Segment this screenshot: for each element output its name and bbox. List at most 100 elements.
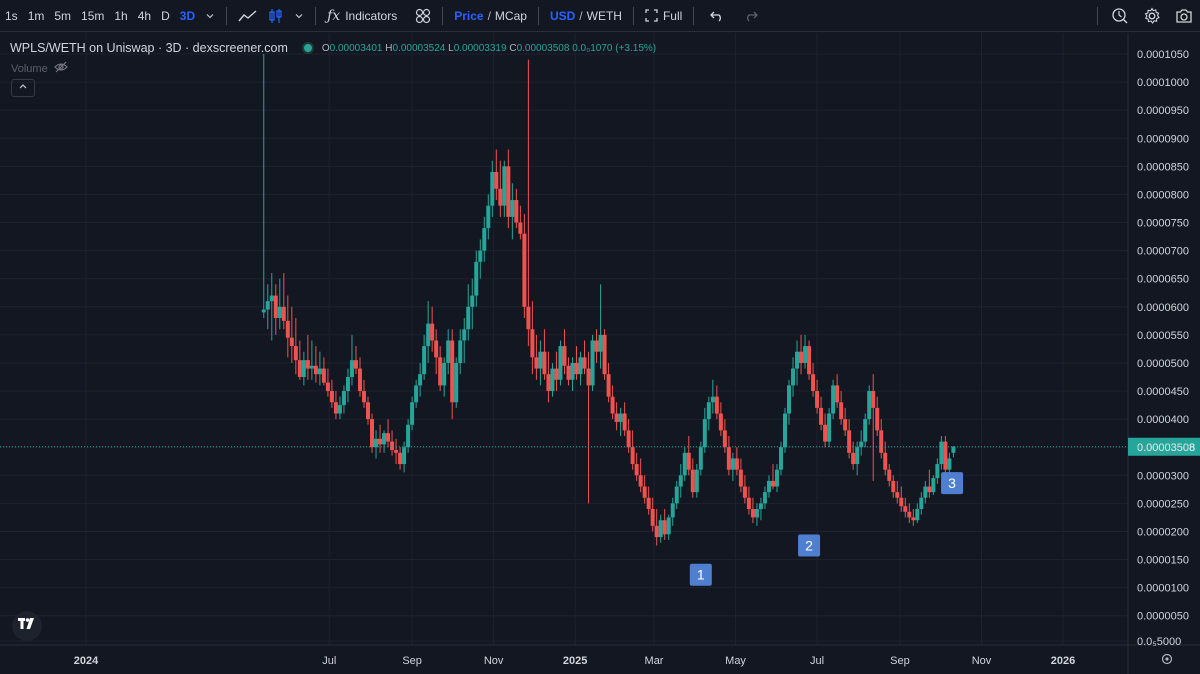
candle-body: [434, 340, 439, 358]
open-label: O: [321, 42, 330, 54]
candle: [462, 318, 467, 363]
candle-body: [542, 351, 547, 375]
templates-grid-icon[interactable]: [410, 0, 436, 31]
candle: [879, 419, 884, 459]
settings-gear-icon[interactable]: [1136, 0, 1168, 32]
candle-body: [570, 362, 575, 380]
candle: [907, 503, 912, 524]
candle-body: [414, 385, 419, 403]
price-tick-label: 0.0000750: [1137, 218, 1189, 230]
price-chart[interactable]: 0.00003508 0.00010500.00010000.00009500.…: [0, 33, 1200, 674]
candle: [827, 407, 832, 448]
time-tick-label: Sep: [890, 655, 910, 667]
candle: [831, 379, 836, 420]
candle: [730, 452, 735, 481]
candle-chart-icon[interactable]: [263, 0, 289, 31]
candle: [550, 362, 555, 397]
candle-body: [678, 475, 683, 487]
candle: [871, 374, 876, 481]
candle-body: [871, 391, 876, 408]
collapse-legend-button[interactable]: [11, 79, 35, 97]
axis-settings-icon[interactable]: [1161, 653, 1173, 665]
candle-body: [774, 469, 779, 487]
candle-body: [510, 200, 515, 217]
interval-1s[interactable]: 1s: [5, 8, 18, 23]
candle: [935, 458, 940, 484]
candle-body: [406, 424, 411, 448]
interval-dropdown-chevron-icon[interactable]: [200, 0, 220, 31]
candle: [410, 396, 415, 431]
candle-body: [734, 458, 739, 470]
candle-body: [827, 413, 832, 442]
candle: [598, 284, 603, 369]
candle: [774, 464, 779, 493]
candle: [766, 475, 771, 498]
camera-icon[interactable]: [1168, 0, 1200, 32]
tradingview-logo-icon[interactable]: [12, 611, 42, 641]
candles: [261, 54, 956, 546]
candle: [899, 486, 904, 512]
price-axis[interactable]: 0.0001050 0.0001000 0.0000950 0.0000900 0.00…: [1137, 49, 1189, 648]
quick-search-icon[interactable]: [1104, 0, 1136, 32]
candle-body: [486, 205, 491, 229]
candle: [738, 458, 743, 493]
candle-body: [766, 480, 771, 493]
time-axis[interactable]: 2024 Jul Sep Nov 2025 Mar May Jul Sep Nov 2026: [74, 655, 1075, 667]
candle: [378, 424, 383, 453]
candle: [839, 391, 844, 425]
redo-icon[interactable]: [734, 0, 768, 31]
candle: [939, 435, 944, 470]
candle-body: [474, 261, 479, 296]
mcap-option[interactable]: MCap: [494, 8, 527, 23]
price-tick-label: 0.0000900: [1137, 133, 1189, 145]
interval-3d[interactable]: 3D: [179, 8, 196, 23]
annotation-number: 3: [948, 475, 956, 491]
candle: [646, 486, 651, 515]
candle-body: [674, 486, 679, 504]
candle: [807, 340, 812, 380]
price-mcap-toggle[interactable]: Price / MCap: [449, 0, 532, 31]
interval-4h[interactable]: 4h: [137, 8, 152, 23]
candle-body: [586, 368, 591, 386]
annotation-badge: [689, 563, 712, 586]
weth-option[interactable]: WETH: [586, 8, 622, 23]
price-option[interactable]: Price: [454, 8, 484, 23]
candle: [374, 430, 379, 459]
symbol-title[interactable]: WPLS/WETH on Uniswap · 3D · dexscreener.…: [10, 41, 288, 55]
chart-legend: WPLS/WETH on Uniswap · 3D · dexscreener.…: [10, 41, 656, 55]
candle: [610, 385, 615, 420]
indicators-label: Indicators: [345, 8, 398, 23]
interval-5m[interactable]: 5m: [54, 8, 72, 23]
interval-1h[interactable]: 1h: [114, 8, 128, 23]
candle-body: [754, 508, 759, 518]
candle: [630, 430, 635, 470]
candle-body: [839, 402, 844, 420]
candle: [446, 329, 451, 375]
candle: [754, 503, 759, 526]
usd-option[interactable]: USD: [549, 8, 576, 23]
interval-15m[interactable]: 15m: [81, 8, 105, 23]
candle: [718, 402, 723, 436]
candle-body: [422, 346, 427, 375]
candle: [662, 508, 667, 540]
interval-d[interactable]: D: [161, 8, 170, 23]
currency-toggle[interactable]: USD / WETH: [545, 0, 627, 31]
candle: [638, 458, 643, 493]
candle: [281, 273, 286, 330]
line-chart-icon[interactable]: [233, 0, 263, 31]
interval-1m[interactable]: 1m: [27, 8, 45, 23]
chart-type-chevron-icon[interactable]: [289, 0, 309, 31]
candle-body: [787, 385, 792, 414]
eye-slash-icon[interactable]: [53, 61, 68, 76]
candle-body: [843, 419, 848, 431]
candle-body: [321, 368, 326, 383]
low-value: 0.00003319: [453, 42, 507, 54]
indicators-button[interactable]: ƒx Indicators: [322, 0, 402, 31]
fullscreen-button[interactable]: Full: [640, 0, 687, 31]
candle: [394, 438, 399, 465]
volume-label: Volume: [11, 62, 48, 75]
candle: [329, 379, 334, 408]
candle-body: [895, 492, 900, 498]
undo-icon[interactable]: [700, 0, 734, 31]
price-tick-label: 0.0000550: [1137, 330, 1189, 342]
